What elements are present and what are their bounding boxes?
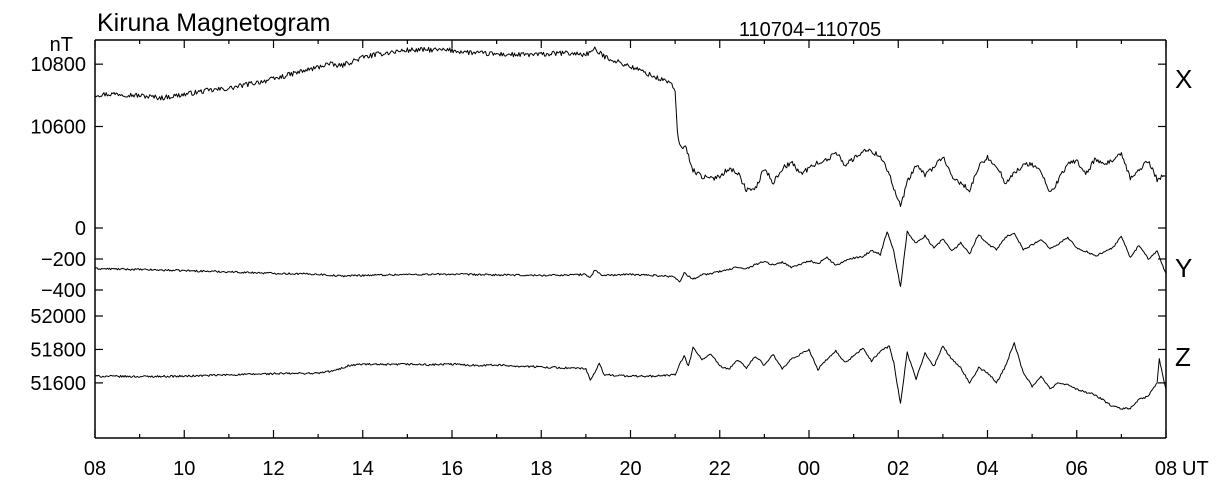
panel-z: 52000 51800 51600 Z <box>30 306 1191 410</box>
y-unit-label: nT <box>50 34 73 56</box>
y-tick-label: 10800 <box>30 54 86 76</box>
y-tick-label: −200 <box>41 249 86 271</box>
y-tick-label: 10600 <box>30 117 86 139</box>
component-label-z: Z <box>1175 342 1191 372</box>
y-tick-label: 51800 <box>30 339 86 361</box>
component-label-x: X <box>1175 64 1192 94</box>
x-tick-label: 08 <box>84 458 106 480</box>
y-tick-label: 51600 <box>30 373 86 395</box>
x-tick-label: 12 <box>262 458 284 480</box>
component-label-y: Y <box>1175 253 1192 283</box>
chart-subtitle: 110704−110705 <box>739 19 881 41</box>
x-tick-label: 22 <box>709 458 731 480</box>
panel-y: 0 −200 −400 Y <box>41 218 1192 302</box>
x-tick-label: 16 <box>441 458 463 480</box>
x-tick-label: 18 <box>530 458 552 480</box>
x-tick-label: 20 <box>619 458 641 480</box>
y-tick-label: 0 <box>75 218 86 240</box>
chart-title: Kiruna Magnetogram <box>97 9 330 37</box>
x-tick-label: 08 <box>1155 458 1177 480</box>
x-tick-label: 02 <box>887 458 909 480</box>
x-tick-label: 04 <box>976 458 998 480</box>
component-panels: 10800 10600 X 0 −200 −400 Y 52000 51800 51600 Z <box>30 46 1192 410</box>
series-line-z <box>94 342 1167 410</box>
x-unit-label: UT <box>1182 458 1209 480</box>
panel-x: 10800 10600 X <box>30 46 1192 207</box>
y-tick-label: −400 <box>41 280 86 302</box>
series-line-y <box>94 230 1167 287</box>
x-tick-label: 06 <box>1066 458 1088 480</box>
x-tick-label: 00 <box>798 458 820 480</box>
x-tick-label: 14 <box>352 458 374 480</box>
x-tick-label: 10 <box>173 458 195 480</box>
series-line-x <box>94 46 1167 207</box>
x-axis-ticks: 08 10 12 14 16 18 20 22 00 02 04 06 08 <box>84 40 1177 480</box>
y-tick-label: 52000 <box>30 306 86 328</box>
